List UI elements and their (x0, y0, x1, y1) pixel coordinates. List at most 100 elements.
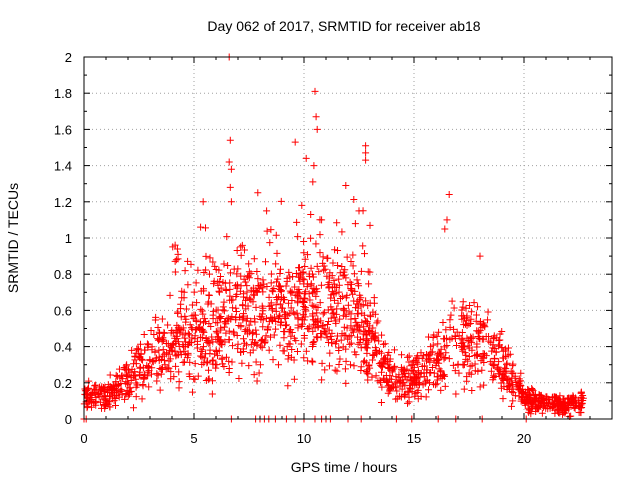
data-point (285, 352, 293, 360)
data-point (147, 326, 155, 334)
data-point (496, 336, 504, 344)
data-point (470, 299, 478, 307)
data-point (101, 392, 109, 400)
data-point (424, 356, 432, 364)
data-point (130, 404, 138, 412)
data-point (453, 328, 461, 336)
data-point (173, 245, 181, 253)
data-point (401, 366, 409, 374)
data-point (112, 401, 120, 409)
data-point (306, 296, 314, 304)
data-point (215, 287, 223, 295)
data-point (217, 324, 225, 332)
data-point (104, 400, 112, 408)
data-point (349, 262, 357, 270)
data-point (509, 397, 517, 405)
data-point (387, 375, 395, 383)
data-point (269, 356, 277, 364)
data-point (352, 351, 360, 359)
data-point (240, 275, 248, 283)
data-point (358, 318, 366, 326)
data-point (443, 216, 451, 224)
data-point (211, 262, 219, 270)
data-point (362, 336, 370, 344)
data-point (255, 369, 263, 377)
data-point (340, 312, 348, 320)
data-point (244, 330, 252, 338)
data-point (128, 346, 136, 354)
data-point (329, 259, 337, 267)
data-point (113, 372, 121, 380)
data-point (385, 365, 393, 373)
data-point (186, 331, 194, 339)
data-point (117, 386, 125, 394)
data-point (276, 265, 284, 273)
data-point (405, 398, 413, 406)
data-point (336, 315, 344, 323)
data-point (103, 399, 111, 407)
data-point (193, 337, 201, 345)
y-tick-label: 1.4 (54, 159, 72, 174)
data-point (214, 278, 222, 286)
data-point (499, 374, 507, 382)
data-point (221, 317, 229, 325)
data-point (193, 299, 201, 307)
data-point (209, 360, 217, 368)
data-point (184, 281, 192, 289)
data-point (154, 323, 162, 331)
data-point (325, 318, 333, 326)
data-point (399, 380, 407, 388)
data-point (544, 405, 552, 413)
data-point (335, 361, 343, 369)
data-point (473, 343, 481, 351)
data-point (446, 316, 454, 324)
data-point (437, 345, 445, 353)
data-point (220, 362, 228, 370)
data-point (417, 349, 425, 357)
data-point (332, 319, 340, 327)
data-point (217, 312, 225, 320)
data-point (523, 393, 531, 401)
data-point (115, 365, 123, 373)
data-point (272, 301, 280, 309)
data-point (203, 338, 211, 346)
data-point (213, 329, 221, 337)
data-point (517, 369, 525, 377)
data-point (555, 402, 563, 410)
data-point (498, 344, 506, 352)
data-point (305, 270, 313, 278)
data-point (165, 364, 173, 372)
data-point (202, 252, 210, 260)
data-point (197, 223, 205, 231)
data-point (495, 358, 503, 366)
data-point (330, 276, 338, 284)
data-point (175, 351, 183, 359)
data-point (187, 260, 195, 268)
data-point (280, 347, 288, 355)
data-point (116, 387, 124, 395)
data-point (232, 314, 240, 322)
data-point (490, 354, 498, 362)
data-point (294, 315, 302, 323)
data-point (277, 319, 285, 327)
data-point (316, 231, 324, 239)
data-point (484, 308, 492, 316)
data-point (208, 377, 216, 385)
data-point (335, 344, 343, 352)
data-point (304, 324, 312, 332)
data-point (434, 340, 442, 348)
data-point (488, 360, 496, 368)
data-point (464, 357, 472, 365)
data-point (532, 395, 540, 403)
data-point (494, 363, 502, 371)
data-point (153, 377, 161, 385)
data-point (577, 409, 585, 417)
data-point (504, 344, 512, 352)
data-point (360, 311, 368, 319)
data-point (347, 339, 355, 347)
data-point (301, 255, 309, 263)
data-point (286, 287, 294, 295)
data-point (293, 348, 301, 356)
data-point (266, 239, 274, 247)
data-point (384, 357, 392, 365)
